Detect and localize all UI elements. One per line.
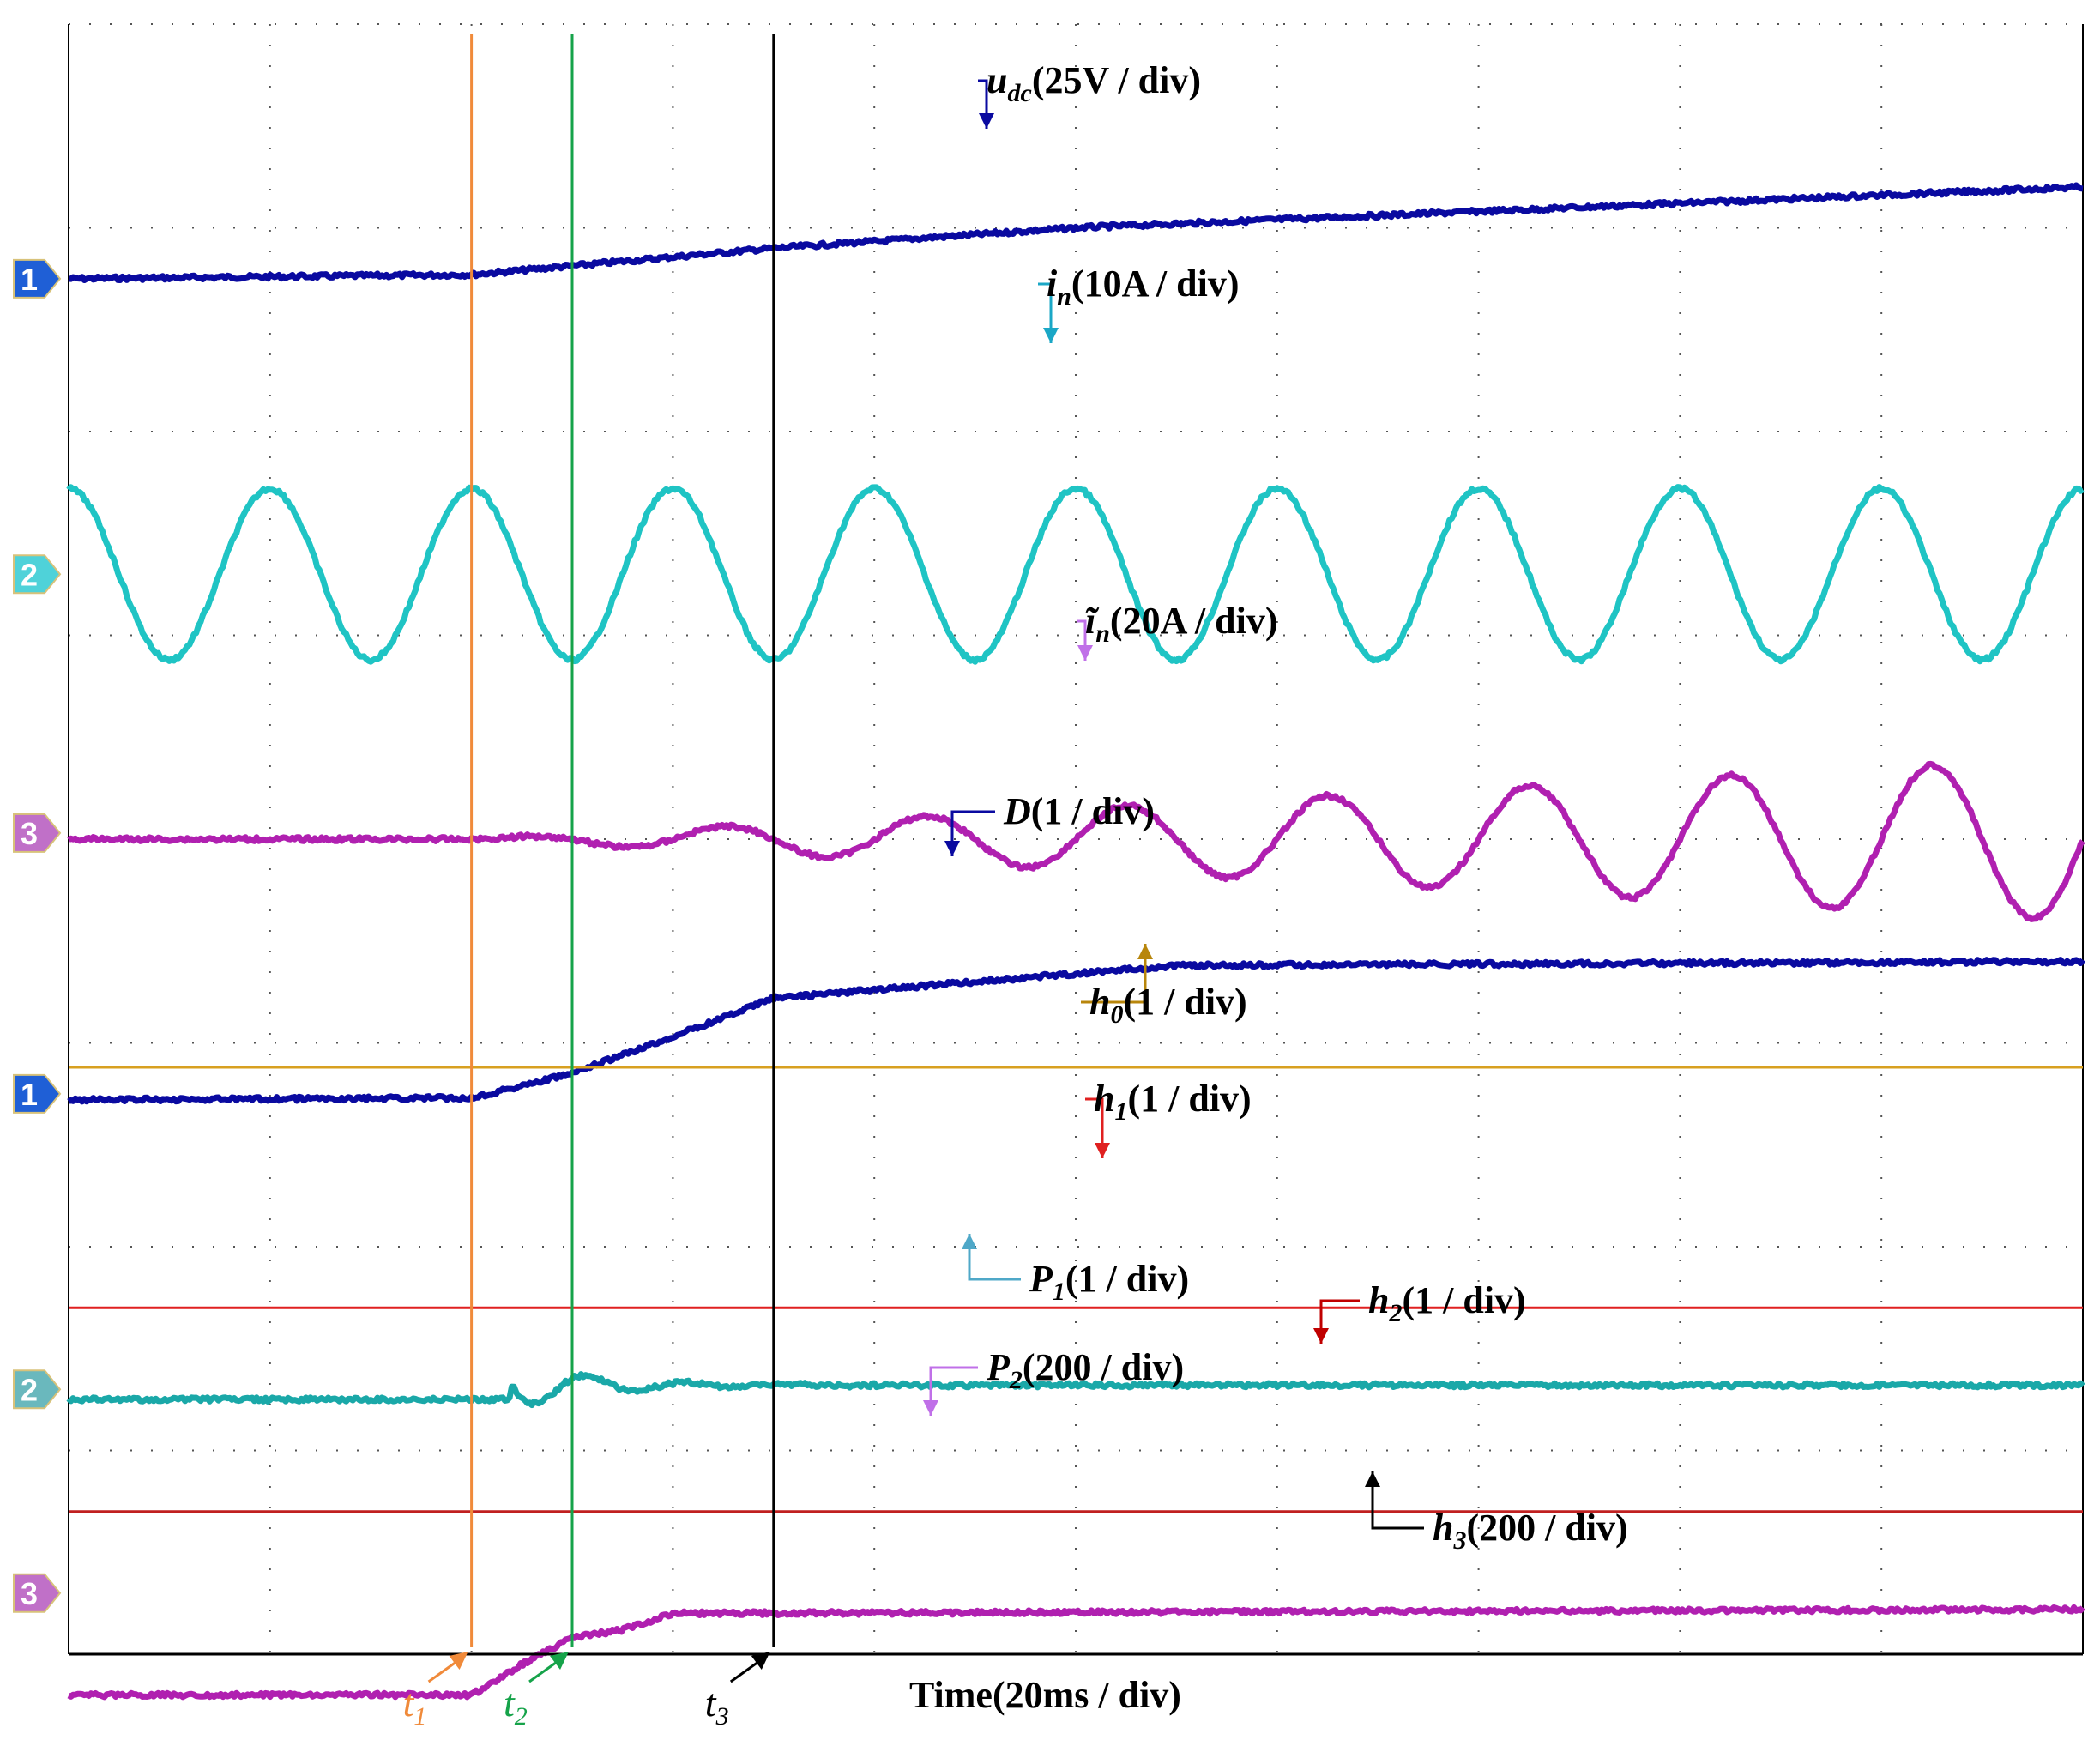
label-P2: P2(200 / div) — [986, 1346, 1184, 1394]
channel-2-marker — [13, 554, 62, 595]
label-ĩn: ĩn(20A / div) — [1085, 600, 1278, 648]
label-h3-leader — [1371, 1471, 1424, 1530]
channel-3-number: 3 — [21, 816, 38, 851]
label-ĩn-arrowhead — [1077, 645, 1093, 661]
label-h0-arrowhead — [1138, 944, 1153, 959]
label-in-leader — [1038, 282, 1053, 343]
cursor-t3-arrowhead — [751, 1652, 770, 1670]
channel-2-number: 2 — [21, 1372, 38, 1407]
channel-3-marker — [13, 813, 62, 853]
channel-1-number: 1 — [21, 1077, 38, 1112]
channel-2-number: 2 — [21, 557, 38, 592]
trace-P2-waveform — [67, 1604, 2085, 1701]
cursor-t2-arrowhead — [550, 1652, 569, 1670]
cursor-t3-label: t3 — [705, 1681, 729, 1731]
label-h0: h0(1 / div) — [1089, 981, 1247, 1029]
cursor-t1-arrowhead — [449, 1652, 468, 1670]
trace-D-waveform — [67, 957, 2085, 1105]
label-h0-leader — [1081, 944, 1147, 1004]
channel-1-number: 1 — [21, 262, 38, 297]
label-in-arrowhead — [1043, 328, 1059, 343]
label-h1-arrowhead — [1095, 1143, 1110, 1158]
channel-markers: 1 2 3 1 2 3 — [13, 258, 62, 1613]
cursor-t1-label: t1 — [403, 1681, 427, 1731]
trace-labels: udc(25V / div) in(10A / div) ĩn(20A / div)… — [923, 59, 1628, 1555]
label-P2-arrowhead — [923, 1400, 938, 1416]
label-P1: P1(1 / div) — [1029, 1258, 1189, 1306]
label-udc: udc(25V / div) — [987, 59, 1201, 107]
label-P1-arrowhead — [962, 1234, 977, 1249]
label-h2-arrowhead — [1313, 1328, 1329, 1344]
label-D-arrowhead — [944, 841, 960, 856]
label-h2: h2(1 / div) — [1368, 1279, 1526, 1327]
label-h3: h3(200 / div) — [1433, 1507, 1628, 1555]
label-P1-leader — [968, 1234, 1021, 1281]
label-in: in(10A / div) — [1047, 263, 1240, 311]
label-h1-leader — [1085, 1097, 1104, 1158]
label-h1: h1(1 / div) — [1094, 1078, 1252, 1126]
trace-P1-waveform — [66, 1371, 2085, 1409]
channel-3-marker — [13, 1573, 62, 1613]
label-P2-leader — [929, 1366, 978, 1416]
trace-ĩn-waveform — [67, 760, 2085, 922]
label-h3-arrowhead — [1365, 1471, 1380, 1487]
channel-1-marker — [13, 258, 62, 299]
trace-in-waveform — [66, 484, 2085, 665]
trace-udc-waveform — [68, 182, 2084, 283]
label-D: D(1 / div) — [1003, 790, 1155, 832]
time-cursors: t1 t2 t3 — [403, 34, 775, 1731]
x-axis-label: Time(20ms / div) — [909, 1674, 1181, 1716]
label-udc-arrowhead — [979, 113, 994, 129]
channel-3-number: 3 — [21, 1576, 38, 1611]
label-udc-leader — [978, 79, 988, 129]
cursor-t2-label: t2 — [504, 1681, 528, 1731]
waveform-traces — [66, 182, 2085, 1701]
channel-2-marker — [13, 1369, 62, 1410]
channel-1-marker — [13, 1073, 62, 1114]
